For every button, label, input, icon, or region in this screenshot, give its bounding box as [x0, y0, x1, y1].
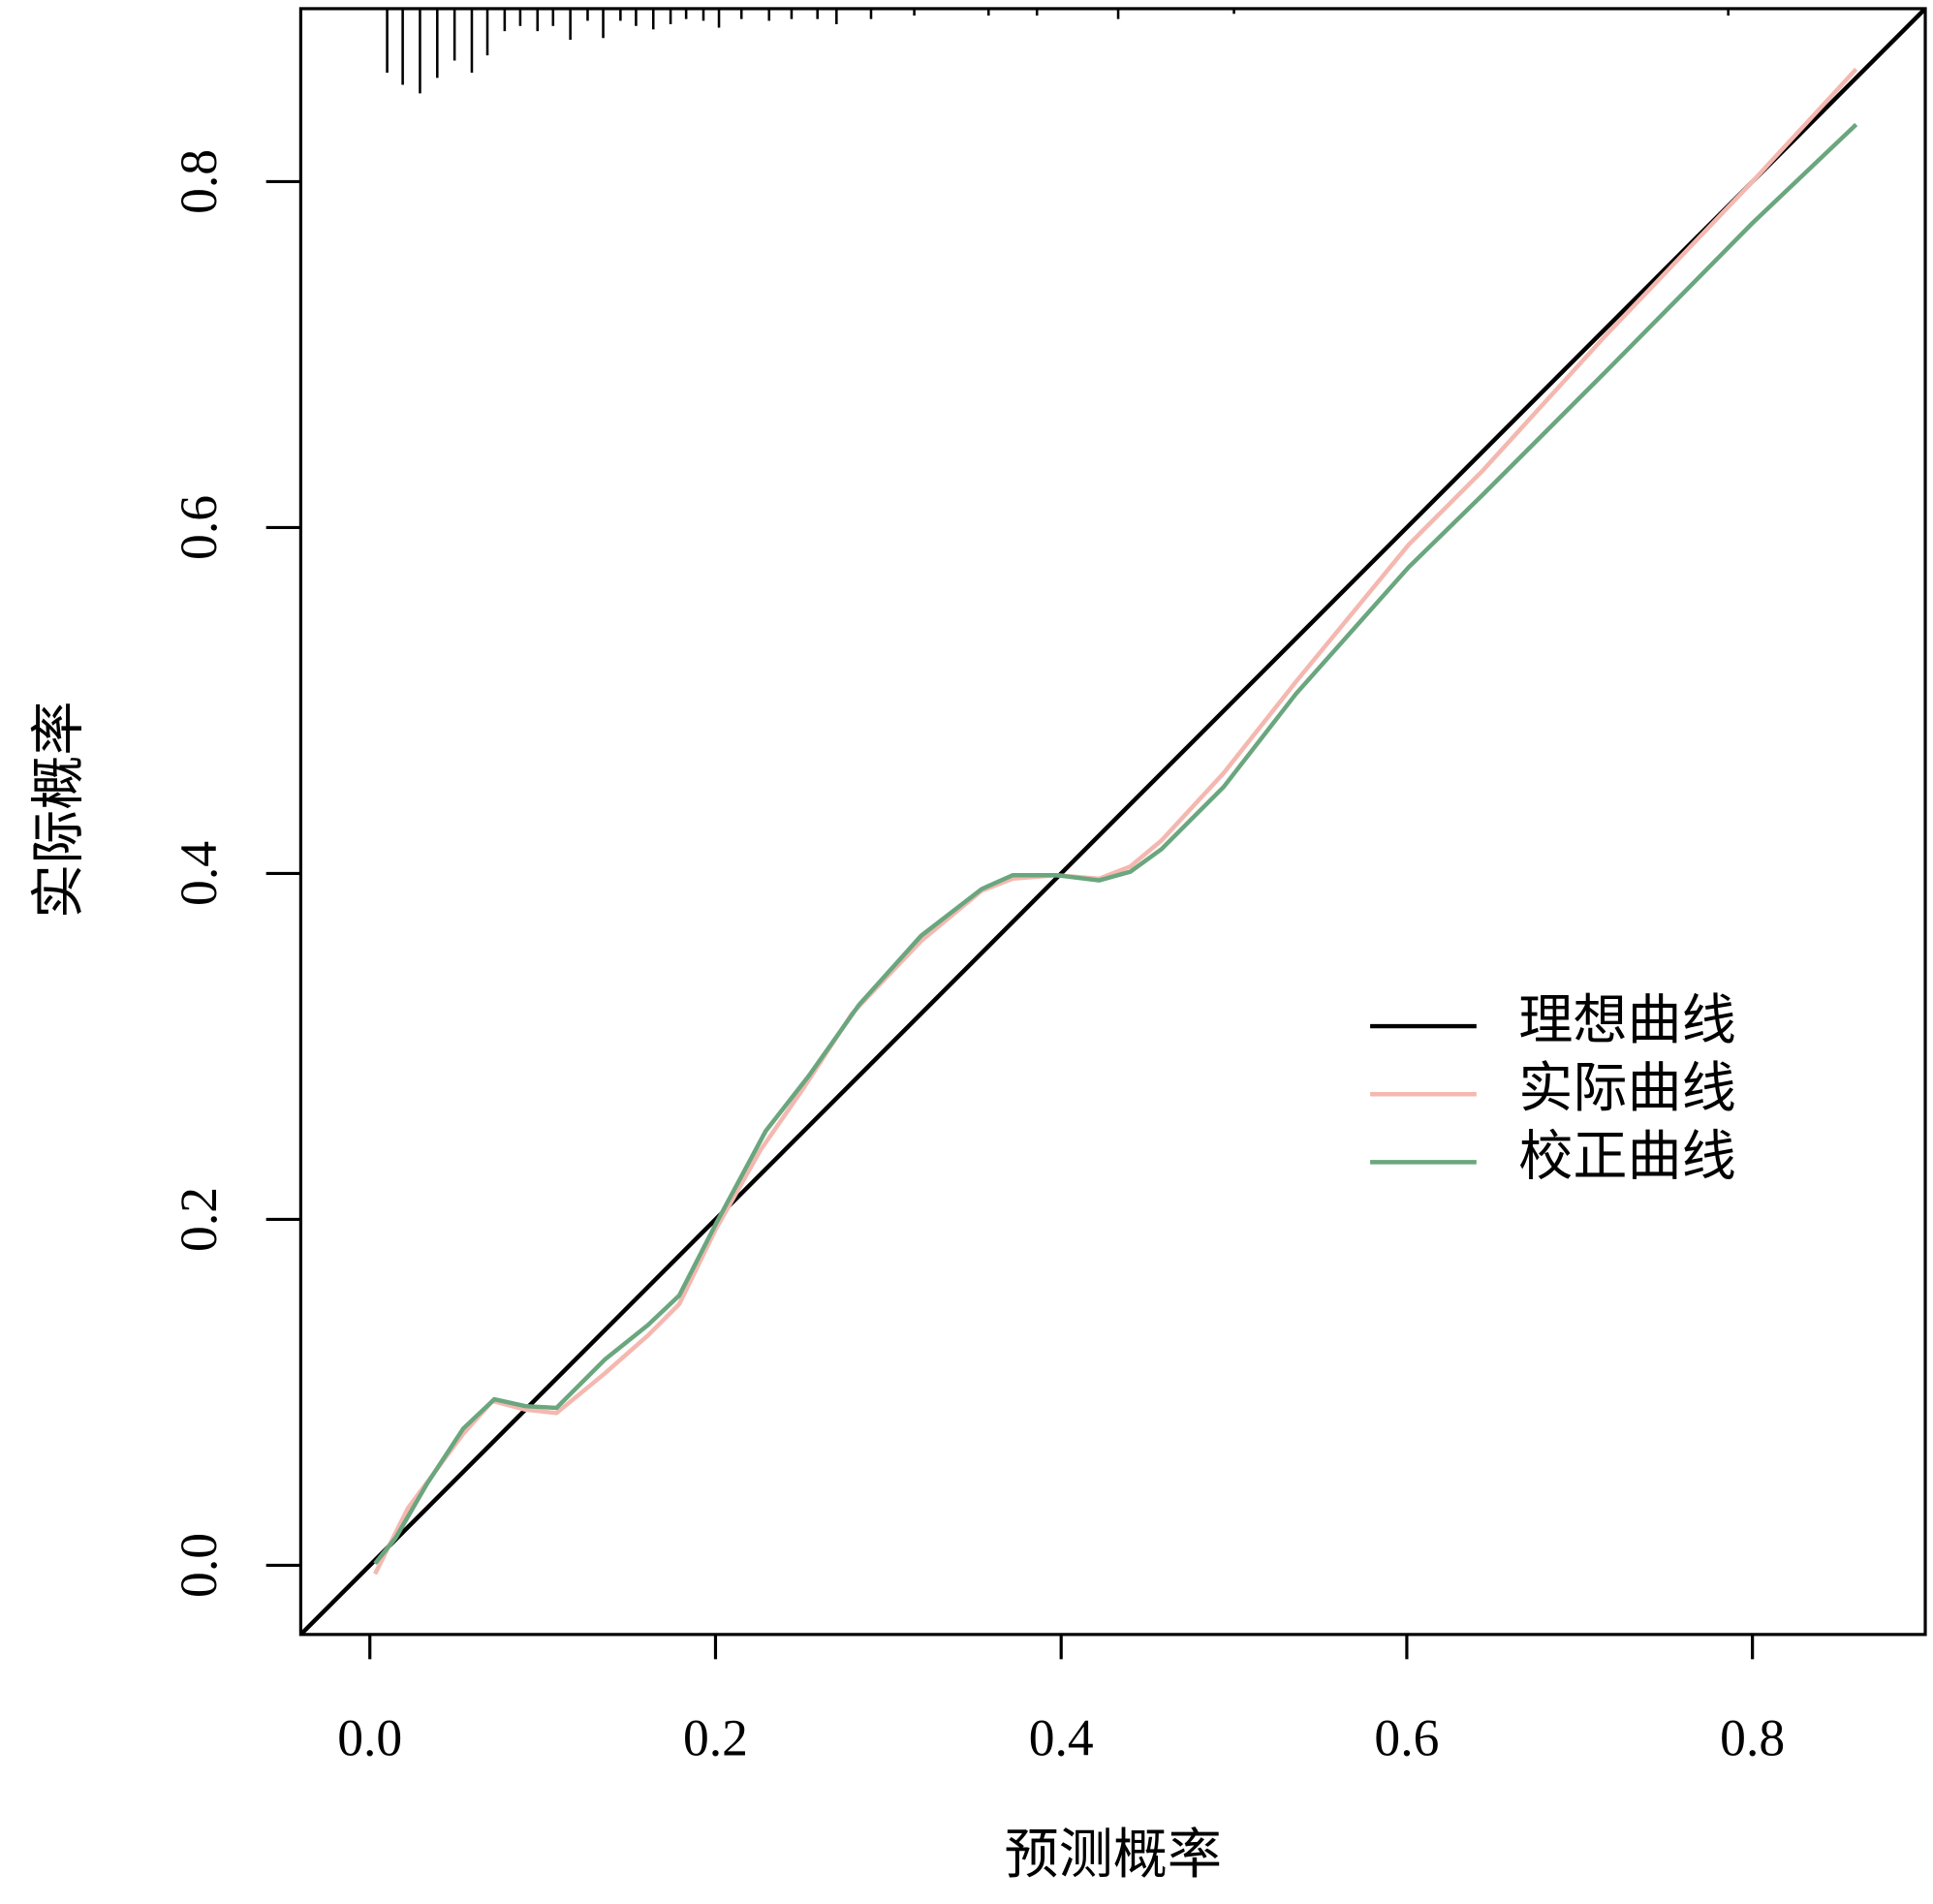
legend-label: 校正曲线 — [1518, 1127, 1735, 1187]
y-tick-label: 0.8 — [170, 149, 228, 214]
y-tick-label: 0.2 — [170, 1187, 228, 1252]
y-axis-label: 实际概率 — [30, 702, 90, 919]
legend-label: 实际曲线 — [1518, 1059, 1735, 1119]
x-tick-label: 0.2 — [683, 1708, 748, 1766]
x-tick-label: 0.4 — [1029, 1708, 1094, 1766]
series-line — [373, 67, 1858, 1576]
x-tick-label: 0.0 — [337, 1708, 402, 1766]
plot-frame — [298, 7, 1927, 1637]
x-tick-label: 0.6 — [1374, 1708, 1439, 1766]
x-axis-label: 预测概率 — [1004, 1826, 1222, 1886]
y-tick-label: 0.6 — [170, 495, 228, 560]
x-tick-label: 0.8 — [1720, 1708, 1785, 1766]
y-tick-label: 0.4 — [170, 841, 228, 906]
series-line — [300, 8, 1926, 1635]
series-line — [373, 122, 1858, 1566]
y-tick-label: 0.0 — [170, 1533, 228, 1598]
legend-label: 理想曲线 — [1518, 991, 1735, 1051]
